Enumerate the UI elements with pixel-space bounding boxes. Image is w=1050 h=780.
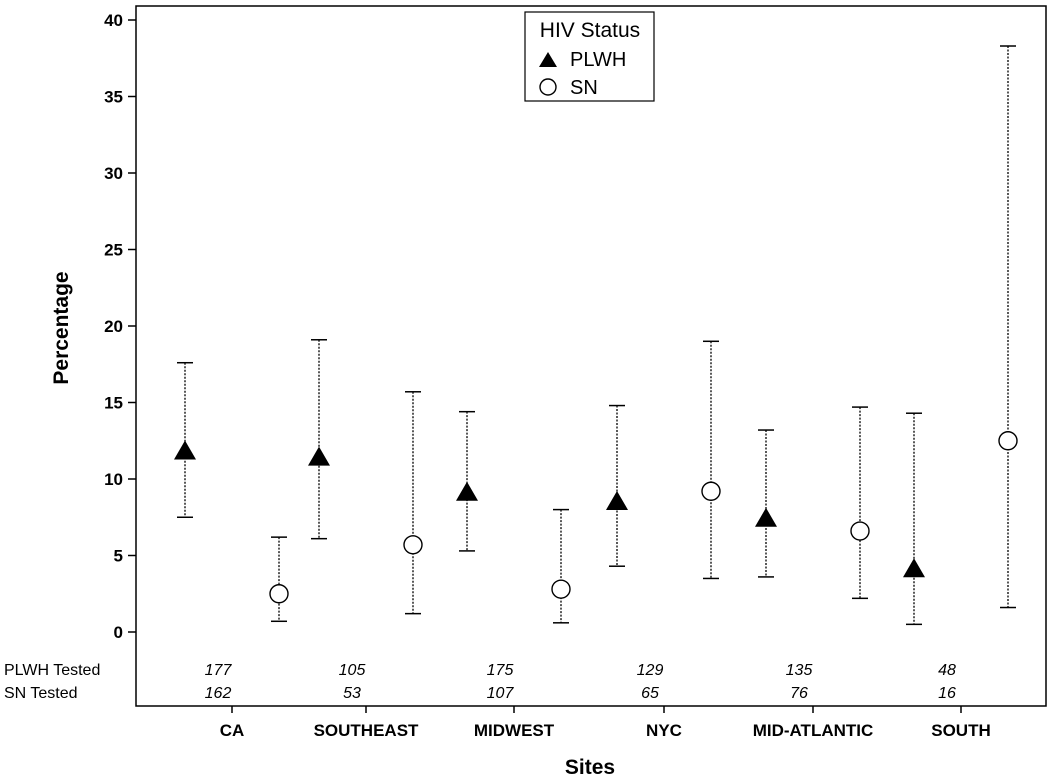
tested-count: 76: [790, 685, 808, 702]
series-layer: [174, 45, 1018, 626]
tested-count: 129: [637, 662, 664, 679]
x-axis: CA SOUTHEAST MIDWEST NYC MID-ATLANTIC SOUTH: [220, 706, 991, 740]
tested-count: 107: [487, 685, 515, 702]
plot-frame: [135, 5, 1047, 707]
point-plwh: [456, 481, 478, 501]
x-tick-label: MIDWEST: [474, 721, 555, 740]
x-tick-label: NYC: [646, 721, 682, 740]
tested-count: 135: [786, 662, 813, 679]
tested-count: 16: [938, 685, 956, 702]
y-tick-label: 0: [114, 623, 123, 642]
point-sn: [701, 481, 721, 501]
tested-count: 177: [205, 662, 233, 679]
tested-count: 105: [339, 662, 366, 679]
tested-count: 162: [205, 685, 232, 702]
point-plwh: [903, 558, 925, 578]
x-tick-label: MID-ATLANTIC: [753, 721, 874, 740]
y-tick-label: 20: [104, 317, 123, 336]
y-axis: 0 5 10 15 20 25 30 35 40: [104, 11, 136, 642]
legend-triangle-icon: [539, 52, 557, 67]
point-sn: [551, 579, 571, 599]
point-plwh: [174, 440, 196, 460]
legend-title: HIV Status: [540, 19, 640, 42]
x-tick-label: SOUTH: [931, 721, 991, 740]
tested-row-label: SN Tested: [4, 685, 78, 702]
point-sn: [403, 535, 423, 555]
x-axis-title: Sites: [565, 756, 615, 779]
legend-circle-icon: [539, 78, 557, 96]
y-tick-label: 25: [104, 241, 123, 260]
tested-counts: PLWH Tested 177 105 175 129 135 48 SN Tested 162…: [4, 662, 956, 702]
y-tick-label: 35: [104, 88, 123, 107]
point-sn: [850, 521, 870, 541]
legend: HIV Status PLWH SN: [524, 11, 655, 102]
y-tick-label: 40: [104, 11, 123, 30]
tested-count: 175: [487, 662, 514, 679]
x-tick-label: SOUTHEAST: [314, 721, 419, 740]
point-plwh: [755, 507, 777, 527]
tested-count: 65: [641, 685, 659, 702]
y-axis-title: Percentage: [50, 271, 73, 384]
y-tick-label: 15: [104, 394, 123, 413]
point-plwh: [308, 446, 330, 466]
x-tick-label: CA: [220, 721, 245, 740]
point-sn: [269, 584, 289, 604]
y-tick-label: 30: [104, 164, 123, 183]
tested-count: 53: [343, 685, 361, 702]
legend-entry-plwh: PLWH: [570, 49, 626, 71]
legend-entry-sn: SN: [570, 77, 598, 99]
y-tick-label: 10: [104, 470, 123, 489]
tested-row-label: PLWH Tested: [4, 662, 100, 679]
tested-count: 48: [938, 662, 956, 679]
point-plwh: [606, 490, 628, 510]
y-tick-label: 5: [114, 547, 123, 566]
point-sn: [998, 431, 1018, 451]
